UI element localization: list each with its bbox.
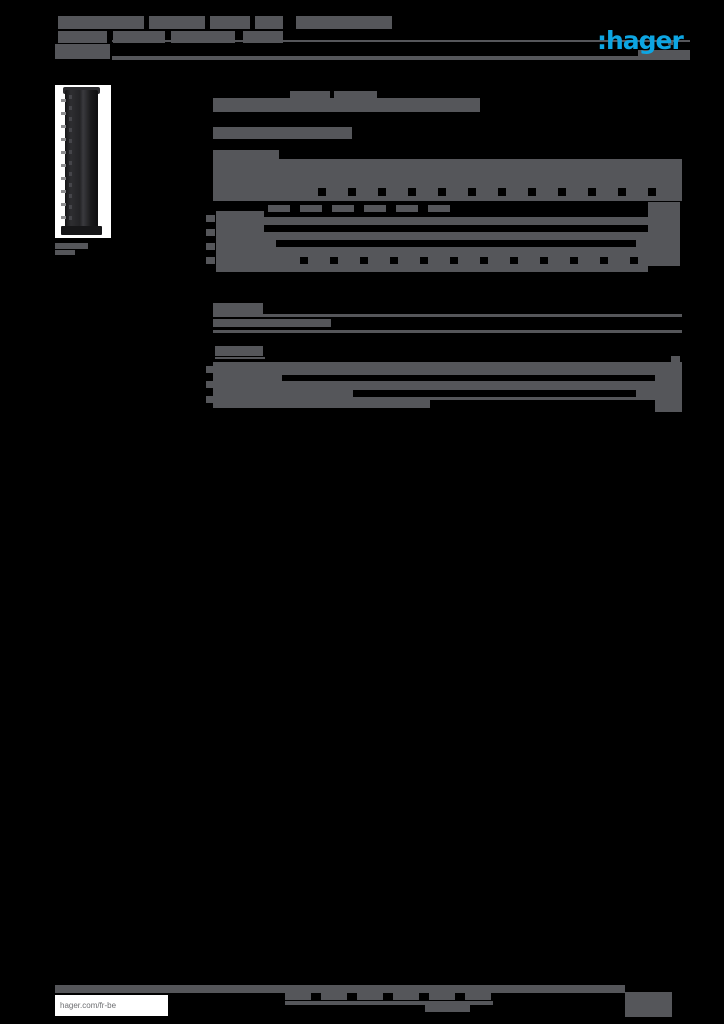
redacted-text-bar [540, 257, 548, 264]
redacted-text-bar [300, 257, 308, 264]
redacted-text-bar [216, 211, 264, 272]
redacted-text-bar [213, 330, 682, 333]
redacted-text-bar [215, 346, 263, 356]
footer-website-link[interactable]: hager.com/fr-be [55, 995, 168, 1016]
redacted-text-bar [600, 257, 608, 264]
redacted-text-bar [655, 400, 682, 412]
hager-logo: :hager [597, 26, 692, 58]
redacted-text-bar [206, 215, 215, 222]
redacted-text-bar [438, 188, 446, 196]
redacted-text-bar [318, 188, 326, 196]
redacted-text-bar [255, 16, 283, 29]
redacted-text-bar [465, 993, 491, 1000]
redacted-text-bar [213, 127, 352, 139]
redacted-text-bar [206, 229, 215, 236]
redacted-text-bar [638, 50, 690, 56]
redacted-text-bar [213, 400, 430, 408]
redacted-text-bar [348, 188, 356, 196]
redacted-text-bar [425, 1005, 470, 1012]
redacted-text-bar [213, 159, 682, 201]
redacted-text-bar [112, 56, 690, 60]
redacted-text-bar [618, 188, 626, 196]
redacted-text-bar [420, 257, 428, 264]
product-photo [55, 85, 111, 238]
redacted-text-bar [528, 188, 536, 196]
redacted-text-bar [588, 188, 596, 196]
redacted-text-bar [264, 232, 648, 240]
redacted-text-bar [393, 993, 419, 1000]
redacted-text-bar [671, 356, 680, 362]
redacted-text-bar [408, 188, 416, 196]
redacted-text-bar [378, 188, 386, 196]
redacted-text-bar [290, 91, 330, 98]
product-slot-pattern-icon [69, 95, 72, 225]
redacted-text-bar [636, 240, 648, 247]
redacted-text-bar [428, 205, 450, 212]
product-base-icon [61, 226, 102, 235]
redacted-text-bar [396, 205, 418, 212]
redacted-text-bar [206, 243, 215, 250]
redacted-text-bar [112, 40, 690, 42]
redacted-text-bar [55, 44, 110, 59]
redacted-text-bar [332, 205, 354, 212]
redacted-text-bar [206, 396, 214, 403]
redacted-text-bar [206, 257, 215, 264]
redacted-text-bar [498, 188, 506, 196]
redacted-text-bar [510, 257, 518, 264]
redacted-text-bar [648, 202, 680, 266]
redacted-text-bar [353, 390, 636, 397]
hager-logo-text: :hager [597, 26, 684, 55]
redacted-text-bar [285, 993, 311, 1000]
redacted-text-bar [58, 31, 107, 43]
redacted-text-bar [321, 993, 347, 1000]
redacted-text-bar [558, 188, 566, 196]
redacted-text-bar [55, 250, 75, 255]
redacted-text-bar [149, 16, 205, 29]
redacted-text-bar [450, 257, 458, 264]
redacted-text-bar [213, 303, 263, 314]
redacted-text-bar [206, 366, 214, 373]
redacted-text-bar [55, 243, 88, 249]
redacted-text-bar [285, 1001, 493, 1005]
redacted-text-bar [215, 357, 265, 359]
redacted-text-bar [360, 257, 368, 264]
redacted-text-bar [213, 314, 682, 317]
redacted-text-bar [300, 205, 322, 212]
redacted-text-bar [264, 240, 276, 247]
redacted-text-bar [648, 188, 656, 196]
redacted-text-bar [625, 992, 672, 1017]
redacted-text-bar [268, 205, 290, 212]
redacted-text-bar [213, 150, 279, 159]
redacted-text-bar [55, 985, 625, 993]
redacted-text-bar [206, 381, 214, 388]
redacted-text-bar [210, 16, 250, 29]
redacted-text-bar [570, 257, 578, 264]
redacted-text-bar [630, 257, 638, 264]
redacted-text-bar [429, 993, 455, 1000]
redacted-text-bar [357, 993, 383, 1000]
redacted-text-bar [282, 375, 655, 381]
redacted-text-bar [668, 40, 673, 45]
redacted-text-bar [480, 257, 488, 264]
redacted-text-bar [213, 319, 331, 327]
redacted-text-bar [296, 16, 392, 29]
redacted-text-bar [334, 91, 377, 98]
redacted-text-bar [468, 188, 476, 196]
redacted-text-bar [364, 205, 386, 212]
redacted-text-bar [330, 257, 338, 264]
redacted-text-bar [58, 16, 144, 29]
redacted-text-bar [264, 217, 648, 225]
redacted-text-bar [390, 257, 398, 264]
redacted-text-bar [213, 98, 480, 112]
product-side-notches-icon [61, 99, 66, 221]
